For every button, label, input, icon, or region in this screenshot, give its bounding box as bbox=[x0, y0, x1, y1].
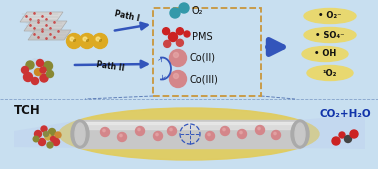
Circle shape bbox=[274, 132, 276, 135]
Text: e: e bbox=[73, 39, 76, 43]
Circle shape bbox=[67, 33, 82, 49]
Bar bbox=[80, 122, 300, 129]
Ellipse shape bbox=[304, 28, 356, 42]
Circle shape bbox=[34, 68, 42, 76]
Circle shape bbox=[34, 130, 42, 138]
Circle shape bbox=[153, 131, 163, 140]
Ellipse shape bbox=[304, 8, 356, 23]
Circle shape bbox=[177, 28, 183, 35]
Circle shape bbox=[83, 37, 87, 41]
Circle shape bbox=[51, 137, 56, 141]
Ellipse shape bbox=[307, 66, 353, 80]
Circle shape bbox=[156, 133, 158, 136]
Circle shape bbox=[40, 74, 48, 82]
Circle shape bbox=[103, 129, 105, 132]
Circle shape bbox=[39, 139, 45, 146]
Text: Co(II): Co(II) bbox=[190, 53, 216, 63]
Circle shape bbox=[135, 127, 144, 136]
Polygon shape bbox=[14, 120, 80, 148]
Circle shape bbox=[174, 53, 178, 57]
Circle shape bbox=[167, 127, 177, 136]
Circle shape bbox=[53, 139, 59, 146]
Circle shape bbox=[184, 31, 190, 37]
Circle shape bbox=[179, 3, 189, 13]
Text: e: e bbox=[85, 39, 88, 43]
Circle shape bbox=[164, 40, 171, 47]
Circle shape bbox=[40, 67, 46, 73]
Ellipse shape bbox=[302, 46, 348, 62]
Circle shape bbox=[223, 128, 225, 131]
Circle shape bbox=[118, 132, 127, 141]
Circle shape bbox=[41, 126, 47, 132]
Text: ¹O₂: ¹O₂ bbox=[323, 68, 337, 78]
Ellipse shape bbox=[71, 120, 89, 148]
Circle shape bbox=[237, 129, 246, 139]
Circle shape bbox=[31, 78, 39, 84]
Circle shape bbox=[169, 70, 186, 88]
Circle shape bbox=[169, 50, 186, 66]
Circle shape bbox=[46, 70, 54, 78]
Circle shape bbox=[70, 37, 74, 41]
Circle shape bbox=[101, 127, 110, 137]
Circle shape bbox=[138, 128, 140, 131]
Circle shape bbox=[37, 59, 43, 66]
Bar bbox=[80, 122, 300, 124]
Circle shape bbox=[45, 134, 51, 140]
Ellipse shape bbox=[75, 123, 85, 145]
Circle shape bbox=[163, 28, 170, 35]
Circle shape bbox=[120, 134, 122, 137]
Circle shape bbox=[47, 142, 53, 148]
Circle shape bbox=[258, 127, 260, 130]
Circle shape bbox=[208, 133, 210, 136]
Circle shape bbox=[170, 128, 172, 131]
Circle shape bbox=[169, 32, 178, 42]
Text: Path II: Path II bbox=[95, 60, 125, 73]
Circle shape bbox=[48, 128, 56, 136]
Text: • SO₄⁻: • SO₄⁻ bbox=[315, 30, 345, 40]
Text: Co(III): Co(III) bbox=[190, 74, 219, 84]
Polygon shape bbox=[22, 58, 54, 84]
Circle shape bbox=[177, 39, 183, 46]
Circle shape bbox=[271, 130, 280, 139]
Circle shape bbox=[26, 61, 34, 69]
Circle shape bbox=[256, 126, 265, 135]
Circle shape bbox=[220, 127, 229, 136]
Ellipse shape bbox=[59, 108, 319, 160]
Circle shape bbox=[22, 66, 28, 74]
Circle shape bbox=[332, 137, 340, 145]
Text: • O₂⁻: • O₂⁻ bbox=[318, 11, 342, 20]
Circle shape bbox=[43, 131, 48, 137]
Text: O₂: O₂ bbox=[192, 6, 203, 16]
Circle shape bbox=[23, 73, 33, 81]
Ellipse shape bbox=[291, 120, 309, 148]
Circle shape bbox=[350, 130, 358, 138]
Text: PMS: PMS bbox=[192, 32, 212, 42]
Circle shape bbox=[339, 132, 345, 138]
Circle shape bbox=[240, 131, 242, 134]
Polygon shape bbox=[20, 12, 63, 22]
Polygon shape bbox=[24, 21, 67, 31]
Polygon shape bbox=[28, 30, 71, 40]
Circle shape bbox=[79, 33, 94, 49]
Text: e: e bbox=[99, 39, 102, 43]
Circle shape bbox=[174, 74, 178, 78]
Bar bbox=[153, 8, 261, 96]
Text: TCH: TCH bbox=[14, 104, 41, 117]
Circle shape bbox=[344, 136, 352, 142]
Text: Path I: Path I bbox=[114, 9, 140, 23]
Circle shape bbox=[170, 8, 180, 18]
Ellipse shape bbox=[295, 123, 305, 145]
Text: CO₂+H₂O: CO₂+H₂O bbox=[319, 109, 371, 119]
Circle shape bbox=[206, 131, 214, 140]
Circle shape bbox=[43, 62, 53, 70]
Text: • OH: • OH bbox=[314, 50, 336, 58]
Circle shape bbox=[33, 136, 39, 142]
Polygon shape bbox=[300, 114, 365, 149]
Circle shape bbox=[55, 132, 61, 138]
Circle shape bbox=[93, 33, 107, 49]
Circle shape bbox=[96, 37, 100, 41]
Bar bbox=[80, 120, 300, 148]
